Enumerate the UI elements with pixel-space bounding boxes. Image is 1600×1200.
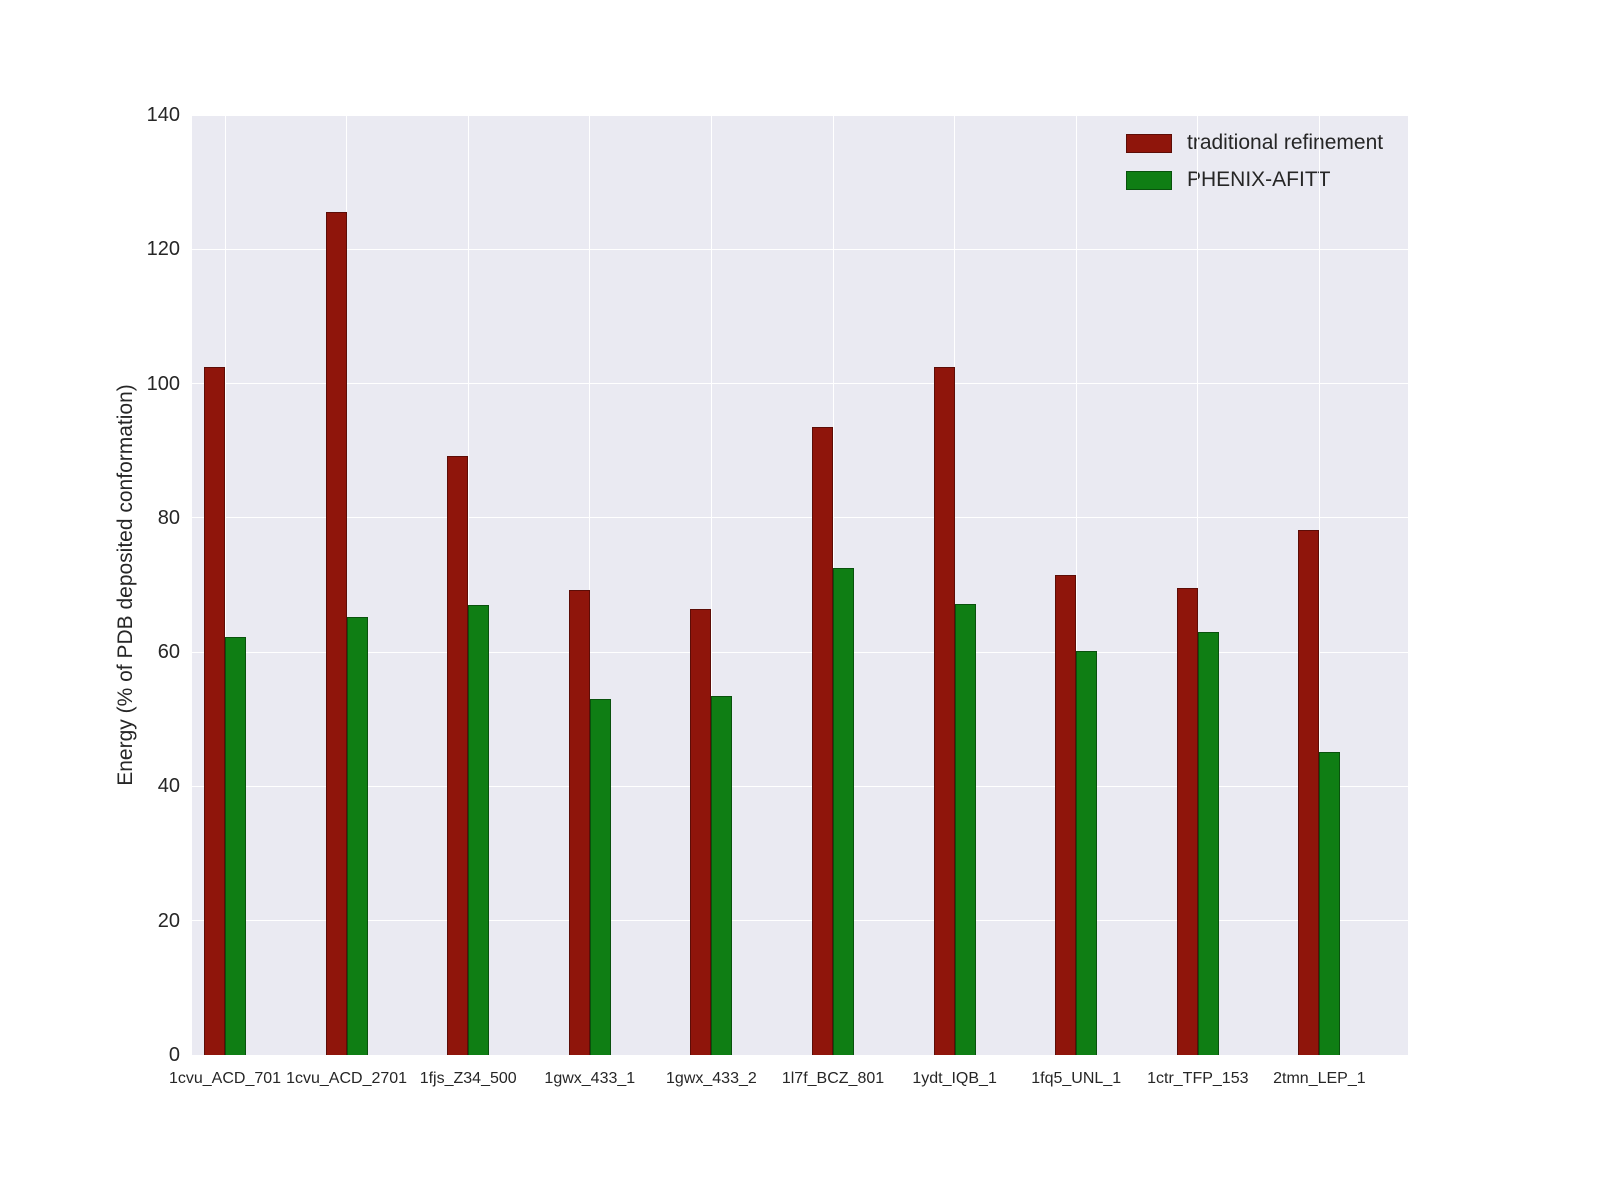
bar-phenix-afitt — [833, 568, 854, 1055]
gridline-vertical — [710, 115, 712, 1055]
bar-phenix-afitt — [711, 695, 733, 1055]
x-tick-label: 1fjs_Z34_500 — [419, 1070, 517, 1087]
y-tick-label: 20 — [157, 909, 180, 932]
gridline-vertical — [224, 115, 226, 1055]
bar-traditional-refinement — [568, 590, 590, 1055]
bar-traditional-refinement — [1055, 574, 1077, 1055]
x-tick-label: 1ctr_TFP_153 — [1147, 1070, 1249, 1087]
bar-phenix-afitt — [1076, 650, 1098, 1055]
bar-traditional-refinement — [204, 366, 225, 1055]
x-tick-label: 1ydt_IQB_1 — [912, 1070, 997, 1087]
gridline-horizontal — [192, 1054, 1408, 1056]
bar-phenix-afitt — [589, 699, 611, 1055]
x-tick-label: 1cvu_ACD_2701 — [286, 1070, 408, 1087]
gridline-vertical — [467, 115, 469, 1055]
y-tick-label: 140 — [146, 104, 180, 126]
x-tick-label: 1cvu_ACD_701 — [168, 1070, 282, 1087]
gridline-vertical — [1075, 115, 1077, 1055]
y-tick-label: 0 — [168, 1044, 180, 1066]
x-tick-label: 1fq5_UNL_1 — [1031, 1070, 1122, 1087]
bar-traditional-refinement — [933, 366, 955, 1055]
y-tick-label: 120 — [146, 238, 180, 261]
legend-item-traditional-refinement: traditional refinement — [1126, 131, 1383, 155]
y-tick-label: 80 — [157, 506, 180, 529]
gridline-horizontal — [192, 383, 1408, 385]
legend-swatch-phenix-afitt — [1126, 170, 1172, 190]
gridline-horizontal — [192, 517, 1408, 519]
bar-phenix-afitt — [346, 617, 368, 1055]
legend-item-phenix-afitt: PHENIX-AFITT — [1126, 168, 1383, 192]
legend: traditional refinement PHENIX-AFITT — [1126, 131, 1383, 192]
gridline-vertical — [1318, 115, 1320, 1055]
gridline-vertical — [346, 115, 348, 1055]
gridline-horizontal — [192, 651, 1408, 653]
plot-area: traditional refinement PHENIX-AFITT — [192, 114, 1408, 1056]
y-tick-label: 100 — [146, 372, 180, 395]
gridline-vertical — [589, 115, 591, 1055]
bar-phenix-afitt — [1319, 751, 1341, 1055]
gridline-horizontal — [192, 920, 1408, 922]
y-tick-label: 40 — [157, 775, 180, 798]
bar-traditional-refinement — [325, 212, 347, 1055]
bar-phenix-afitt — [468, 605, 490, 1055]
gridline-horizontal — [192, 114, 1408, 116]
legend-label-phenix-afitt: PHENIX-AFITT — [1187, 168, 1331, 191]
x-tick-label: 1l7f_BCZ_801 — [781, 1070, 885, 1087]
gridline-horizontal — [192, 248, 1408, 250]
y-axis-label: Energy (% of PDB deposited conformation) — [114, 384, 137, 786]
gridline-vertical — [1197, 115, 1199, 1055]
bar-traditional-refinement — [812, 427, 833, 1055]
bar-phenix-afitt — [1197, 632, 1219, 1055]
x-tick-label: 1gwx_433_1 — [544, 1070, 636, 1087]
x-tick-label: 1gwx_433_2 — [666, 1070, 757, 1087]
bar-traditional-refinement — [1298, 529, 1320, 1055]
bar-traditional-refinement — [690, 608, 712, 1055]
x-tick-label: 2tmn_LEP_1 — [1273, 1070, 1366, 1087]
bar-traditional-refinement — [1176, 588, 1198, 1055]
legend-swatch-traditional-refinement — [1126, 133, 1172, 153]
gridline-horizontal — [192, 785, 1408, 787]
y-tick-label: 60 — [157, 641, 180, 664]
bar-phenix-afitt — [954, 603, 976, 1055]
gridline-vertical — [954, 115, 956, 1055]
legend-label-traditional-refinement: traditional refinement — [1187, 131, 1384, 154]
bar-traditional-refinement — [447, 456, 469, 1055]
bar-phenix-afitt — [225, 637, 246, 1055]
